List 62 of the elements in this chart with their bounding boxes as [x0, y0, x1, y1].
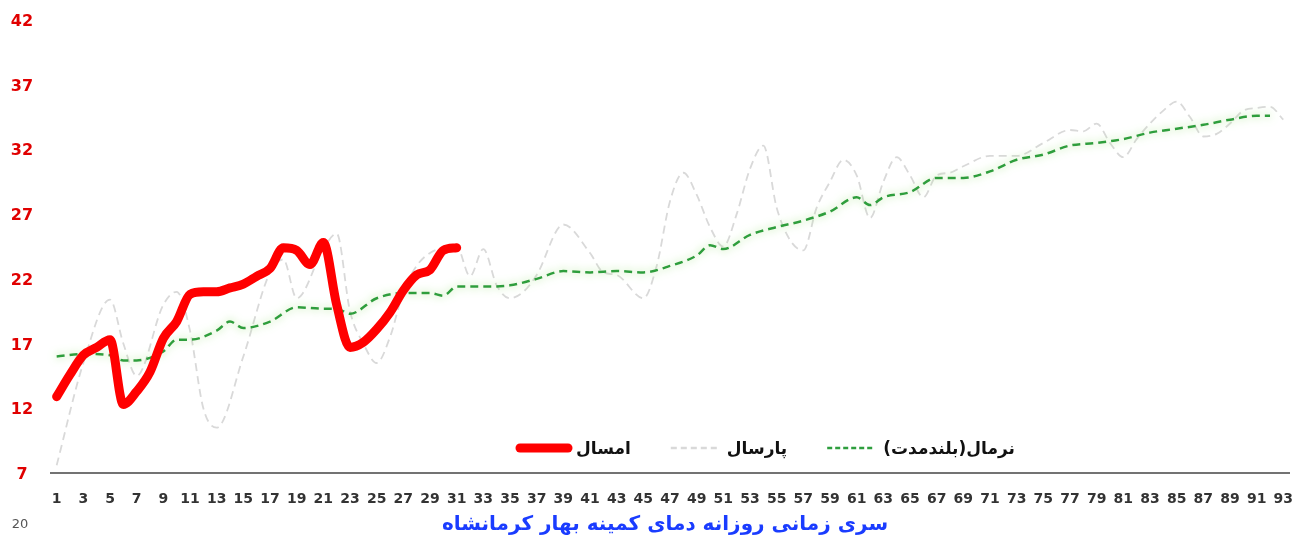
- y-tick-label: 27: [10, 205, 34, 225]
- x-tick-label: 85: [1166, 490, 1187, 506]
- x-tick-label: 11: [180, 490, 200, 506]
- x-tick-label: 61: [846, 490, 867, 506]
- x-tick-label: 63: [873, 490, 894, 506]
- x-tick-label: 69: [953, 490, 974, 506]
- legend-label: نرمال(بلندمدت): [883, 438, 1015, 459]
- x-tick-label: 93: [1273, 490, 1294, 506]
- y-tick-label: 42: [10, 11, 34, 30]
- x-tick-label: 39: [553, 490, 574, 506]
- text: 20: [11, 516, 29, 531]
- x-tick-label: 19: [286, 490, 307, 506]
- x-tick-label: 49: [686, 490, 707, 506]
- x-tick-label: 9: [158, 490, 169, 506]
- x-tick-label: 83: [1140, 490, 1160, 506]
- x-tick-label: 23: [340, 490, 360, 506]
- x-tick-label: 33: [473, 490, 494, 506]
- x-tick-label: 13: [206, 490, 227, 506]
- y-tick-label: 32: [10, 140, 34, 160]
- x-tick-label: 5: [105, 490, 115, 506]
- y-tick-label: 17: [10, 334, 34, 354]
- x-tick-label: 51: [713, 490, 734, 506]
- x-tick-label: 43: [606, 490, 627, 506]
- y-tick-label: 12: [10, 399, 34, 419]
- x-tick-label: 81: [1113, 490, 1134, 506]
- x-tick-label: 91: [1246, 490, 1267, 506]
- legend-label: پارسال: [726, 438, 788, 459]
- y-tick-label: 22: [10, 269, 34, 289]
- x-tick-label: 75: [1033, 490, 1054, 506]
- legend-label: امسال: [576, 438, 631, 458]
- x-tick-label: 25: [366, 490, 387, 506]
- x-tick-label: 31: [446, 490, 467, 506]
- x-tick-label: 79: [1086, 490, 1107, 506]
- text: سری زمانی روزانه دمای کمینه بهار کرمانشاه: [441, 511, 889, 535]
- x-tick-label: 47: [660, 490, 680, 506]
- x-tick-label: 29: [420, 490, 440, 506]
- x-tick-label: 41: [580, 490, 600, 506]
- x-tick-label: 53: [740, 490, 760, 506]
- x-tick-label: 55: [766, 490, 787, 506]
- line-series: [55, 114, 1272, 362]
- y-tick-label: 37: [10, 75, 34, 95]
- x-tick-label: 73: [1006, 490, 1027, 506]
- x-tick-label: 17: [260, 490, 280, 506]
- x-tick-label: 71: [980, 490, 1000, 506]
- x-tick-label: 3: [78, 490, 89, 506]
- x-tick-label: 37: [526, 490, 547, 506]
- x-tick-label: 87: [1193, 490, 1214, 506]
- x-tick-label: 15: [233, 490, 254, 506]
- x-tick-label: 27: [393, 490, 414, 506]
- x-tick-label: 67: [926, 490, 947, 506]
- line-series: [55, 100, 1285, 467]
- x-tick-label: 1: [51, 490, 62, 506]
- x-tick-label: 7: [131, 490, 142, 506]
- x-tick-label: 77: [1060, 490, 1080, 506]
- x-tick-label: 57: [793, 490, 814, 506]
- x-tick-label: 21: [313, 490, 334, 506]
- x-tick-label: 65: [900, 490, 920, 506]
- x-tick-label: 35: [500, 490, 520, 506]
- x-tick-label: 59: [820, 490, 840, 506]
- x-tick-label: 89: [1220, 490, 1240, 506]
- y-tick-label: 7: [16, 464, 28, 483]
- x-tick-label: 45: [633, 490, 654, 506]
